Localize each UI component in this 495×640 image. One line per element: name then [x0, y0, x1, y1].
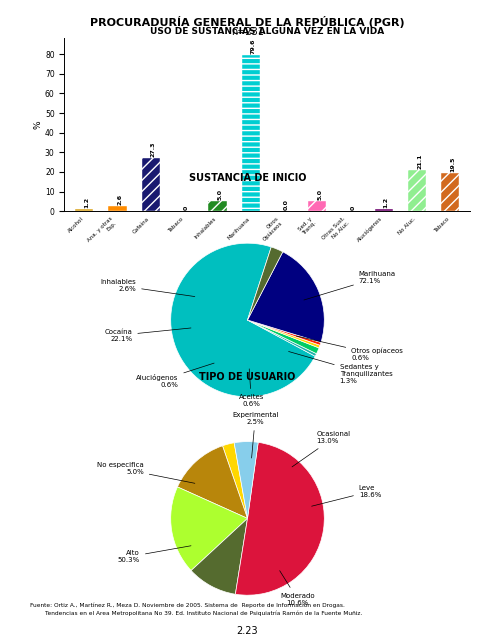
- Bar: [408, 170, 426, 211]
- Title: USO DE SUSTANCIAS ALGUNA VEZ EN LA VIDA: USO DE SUSTANCIAS ALGUNA VEZ EN LA VIDA: [150, 28, 385, 36]
- Text: Sedantes y
Tranquilizantes
1.3%: Sedantes y Tranquilizantes 1.3%: [289, 351, 393, 384]
- Text: Aluciógenos
0.6%: Aluciógenos 0.6%: [136, 363, 214, 388]
- Text: Otros opíaceos
0.6%: Otros opíaceos 0.6%: [297, 336, 403, 362]
- Text: 0.0: 0.0: [284, 199, 289, 210]
- Text: Experimental
2.5%: Experimental 2.5%: [232, 412, 278, 458]
- Wedge shape: [248, 320, 321, 345]
- Wedge shape: [222, 443, 248, 518]
- Text: 0: 0: [350, 206, 355, 210]
- Text: PROCURADURÍA GENERAL DE LA REPÚBLICA (PGR): PROCURADURÍA GENERAL DE LA REPÚBLICA (PG…: [90, 16, 405, 28]
- Text: Alto
50.3%: Alto 50.3%: [118, 546, 191, 563]
- Text: 79.6: 79.6: [250, 38, 255, 54]
- Wedge shape: [248, 252, 324, 342]
- Bar: [308, 202, 326, 211]
- Text: 1.2: 1.2: [384, 196, 389, 208]
- Bar: [242, 55, 260, 211]
- Text: Moderado
10.6%: Moderado 10.6%: [280, 571, 315, 605]
- Bar: [75, 209, 94, 211]
- Text: No especifica
5.0%: No especifica 5.0%: [97, 462, 195, 483]
- Text: 5.0: 5.0: [217, 189, 222, 200]
- Wedge shape: [171, 487, 248, 570]
- Text: 2.23: 2.23: [237, 626, 258, 636]
- Bar: [108, 206, 127, 211]
- Bar: [375, 209, 393, 211]
- Wedge shape: [191, 518, 248, 594]
- Text: 19.5: 19.5: [450, 156, 455, 172]
- Text: Leve
18.6%: Leve 18.6%: [312, 485, 381, 506]
- Text: 1.2: 1.2: [84, 196, 89, 208]
- Bar: [208, 202, 227, 211]
- Text: Inhalables
2.6%: Inhalables 2.6%: [100, 279, 195, 296]
- Wedge shape: [236, 442, 324, 595]
- Text: Fuente: Ortiz A., Martínez R., Meza D. Noviembre de 2005. Sistema de  Reporte de: Fuente: Ortiz A., Martínez R., Meza D. N…: [30, 603, 345, 609]
- Wedge shape: [248, 320, 320, 348]
- Wedge shape: [248, 247, 283, 320]
- Text: Cocaína
22.1%: Cocaína 22.1%: [104, 328, 191, 342]
- Text: 2.6: 2.6: [118, 194, 123, 205]
- Bar: [142, 157, 160, 211]
- Text: Aceites
0.6%: Aceites 0.6%: [239, 369, 264, 407]
- Title: TIPO DE USUARIO: TIPO DE USUARIO: [199, 371, 296, 381]
- Text: 21.1: 21.1: [417, 154, 422, 169]
- Text: Marihuana
72.1%: Marihuana 72.1%: [304, 271, 396, 300]
- Title: SUSTANCIA DE INICIO: SUSTANCIA DE INICIO: [189, 173, 306, 183]
- Text: Tendencias en el Area Metropolitana No 39. Ed. Instituto Nacional de Psiquiatría: Tendencias en el Area Metropolitana No 3…: [30, 611, 362, 616]
- Text: Ocasional
13.0%: Ocasional 13.0%: [292, 431, 351, 467]
- Wedge shape: [177, 446, 248, 518]
- Text: 0: 0: [184, 206, 189, 210]
- Wedge shape: [248, 320, 319, 354]
- Text: 5.0: 5.0: [317, 189, 322, 200]
- Bar: [441, 173, 459, 211]
- Text: n=231: n=231: [231, 27, 264, 37]
- Wedge shape: [234, 442, 258, 518]
- Text: 27.3: 27.3: [151, 141, 156, 157]
- Wedge shape: [171, 243, 315, 397]
- Wedge shape: [248, 320, 316, 356]
- Y-axis label: %: %: [33, 120, 42, 129]
